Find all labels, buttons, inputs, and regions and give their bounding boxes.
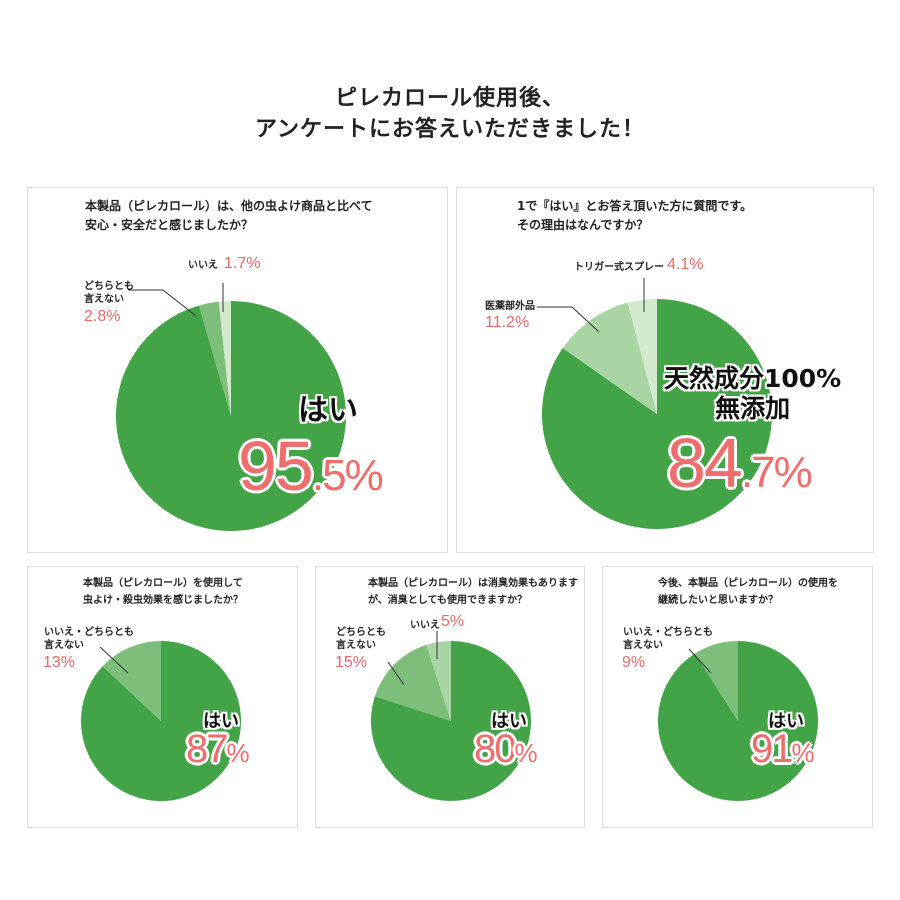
slice-label-no: いいえ <box>410 620 440 631</box>
pie-chart <box>115 283 346 531</box>
pct-dec: .7% <box>740 448 813 497</box>
page-title-line2: アンケートにお答えいただきました！ <box>254 116 646 142</box>
pie-slice-1 <box>695 641 738 721</box>
pct-dec: .5% <box>311 451 384 500</box>
chart-panel-reason: 1で『はい』とお答え頂いた方に質問です。 その理由はなんですか？ 医薬部外品 1… <box>456 187 874 553</box>
slice-pct-no: 5% <box>441 613 465 630</box>
slice-label-natural: 天然成分100% 無添加 <box>664 364 841 424</box>
question-line: 本製品（ピレカロール）は消臭効果もあります <box>368 578 578 589</box>
label-line: どちらとも <box>84 281 134 292</box>
pie-chart <box>80 641 241 801</box>
slice-pct-natural: 84.7% <box>667 423 813 503</box>
question-line: 安心・安全だと感じましたか？ <box>85 218 254 232</box>
slice-label-yes: はい <box>298 393 358 428</box>
question-line: その理由はなんですか？ <box>517 218 649 232</box>
question-line: 本製品（ピレカロール）を使用して <box>83 578 243 589</box>
chart-panel-safety: 本製品（ピレカロール）は、他の虫よけ商品と比べて 安心・安全だと感じましたか？ … <box>27 187 448 553</box>
label-line: 天然成分100% <box>664 364 842 393</box>
slice-label-yes: はい <box>203 711 239 732</box>
question-line: 今後、本製品（ピレカロール）の使用を <box>658 578 838 589</box>
pie-slice-1 <box>374 644 451 721</box>
label-line: 無添加 <box>715 394 791 423</box>
slice-pct-no: 13% <box>43 654 76 671</box>
leader-line <box>387 661 405 686</box>
question-line: が、消臭としても使用できますか？ <box>368 595 527 606</box>
slice-label-neutral: どちらとも 言えない <box>84 280 134 306</box>
label-line: 言えない <box>44 640 84 651</box>
pie-slice-2 <box>627 299 657 414</box>
pct-dec: % <box>514 738 538 768</box>
label-line: いいえ・どちらとも <box>44 627 134 638</box>
question-line: 本製品（ピレカロール）は、他の虫よけ商品と比べて <box>85 199 373 213</box>
question: 1で『はい』とお答え頂いた方に質問です。 その理由はなんですか？ <box>517 197 752 235</box>
pie-chart <box>658 641 818 801</box>
pie-chart <box>371 631 531 801</box>
question: 本製品（ピレカロール）は消臭効果もあります が、消臭としても使用できますか？ <box>368 575 578 609</box>
pct-int: 84 <box>667 424 743 502</box>
slice-label-no: いいえ・どちらとも 言えない <box>44 626 134 652</box>
pct-dec: % <box>791 738 815 768</box>
pie-slice-2 <box>426 641 451 721</box>
leader-line <box>128 289 197 317</box>
slice-pct-yes: 80% <box>474 727 538 772</box>
slice-pct-neutral: 15% <box>335 654 368 671</box>
slice-pct-neutral: 2.8% <box>84 308 121 325</box>
slice-label-neutral: どちらとも 言えない <box>336 626 386 652</box>
pct-int: 87 <box>186 727 228 771</box>
slice-label-no: いいえ <box>188 260 218 271</box>
label-line: 言えない <box>336 640 376 651</box>
slice-label-yes: はい <box>768 711 804 732</box>
pie-chart <box>537 278 772 529</box>
slice-pct-yes: 95.5% <box>238 426 384 506</box>
chart-panel-deodorant: 本製品（ピレカロール）は消臭効果もあります が、消臭としても使用できますか？ ど… <box>315 566 585 828</box>
question: 本製品（ピレカロール）は、他の虫よけ商品と比べて 安心・安全だと感じましたか？ <box>85 197 373 235</box>
slice-label-trigger-spray: トリガー式スプレー <box>574 262 664 273</box>
question-line: 1で『はい』とお答え頂いた方に質問です。 <box>517 199 753 213</box>
pie-slice-1 <box>562 302 657 414</box>
pie-slice-2 <box>218 301 231 416</box>
chart-panel-continue: 今後、本製品（ピレカロール）の使用を 継続したいと思いますか？ いいえ・どちらと… <box>602 566 873 828</box>
label-line: 言えない <box>84 294 124 305</box>
slice-label-yes: はい <box>491 711 527 732</box>
slice-pct-yes: 91% <box>751 727 815 772</box>
pie-slice-1 <box>198 301 231 416</box>
slice-pct-trigger-spray: 4.1% <box>667 256 704 273</box>
label-line: 言えない <box>623 640 663 651</box>
question: 今後、本製品（ピレカロール）の使用を 継続したいと思いますか？ <box>658 575 838 609</box>
slice-pct-no: 9% <box>622 654 646 671</box>
leader-line <box>99 646 129 674</box>
pct-int: 91 <box>751 727 793 771</box>
pct-dec: % <box>226 738 250 768</box>
page-title-line1: ピレカロール使用後、 <box>334 85 565 111</box>
slice-label-quasi-drug: 医薬部外品 <box>485 301 535 312</box>
pie-slice-1 <box>102 641 161 721</box>
question: 本製品（ピレカロール）を使用して 虫よけ・殺虫効果を感じましたか？ <box>83 575 243 609</box>
slice-label-no: いいえ・どちらとも 言えない <box>623 626 713 652</box>
label-line: いいえ・どちらとも <box>623 627 713 638</box>
question-line: 継続したいと思いますか？ <box>658 595 778 606</box>
chart-panel-effect: 本製品（ピレカロール）を使用して 虫よけ・殺虫効果を感じましたか？ いいえ・どち… <box>27 566 298 828</box>
leader-line <box>688 648 712 674</box>
label-line: どちらとも <box>336 627 386 638</box>
slice-pct-yes: 87% <box>186 727 250 772</box>
pie-slice-0 <box>115 301 346 531</box>
pct-int: 95 <box>238 427 314 505</box>
slice-pct-quasi-drug: 11.2% <box>485 314 530 331</box>
leader-line <box>537 306 600 333</box>
question-line: 虫よけ・殺虫効果を感じましたか？ <box>83 595 243 606</box>
slice-pct-no: 1.7% <box>224 255 261 272</box>
pct-int: 80 <box>474 727 516 771</box>
pie-slice-0 <box>80 641 241 801</box>
